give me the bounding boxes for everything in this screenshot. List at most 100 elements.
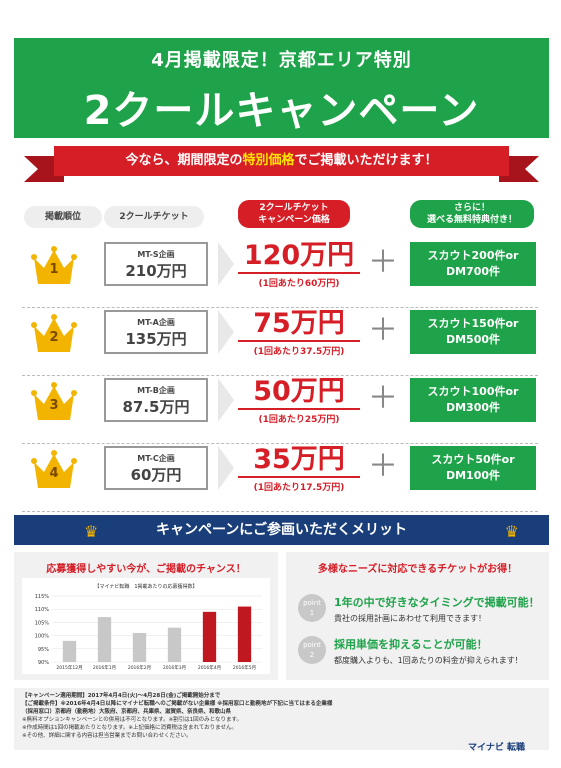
terms-note-1: ※無料オプションキャンペーンとの併用は不可となります。※割引は1回のみとなります…	[22, 717, 242, 723]
bonus-box: スカウト200件or DM700件	[410, 242, 536, 286]
plan-regular-price: 210万円	[125, 262, 187, 280]
right-panel-title: 多様なニーズに対応できるチケットがお得！	[317, 564, 518, 575]
plan-box: MT-B企画 87.5万円	[104, 378, 208, 422]
bar-chart: 【マイナビ転職 1掲載あたりの応募獲得数】 115% 110% 105% 100% 95%…	[35, 583, 262, 671]
campaign-price-value: 35万円	[238, 444, 360, 478]
plan-name: MT-S企画	[137, 250, 175, 259]
point-1-desc: 貴社の採用計画にあわせて利用できます！	[334, 614, 486, 623]
point-1-text: 1年の中で好きなタイミングで掲載可能！ 貴社の採用計画にあわせて利用できます！	[334, 594, 540, 624]
left-panel-title: 応募獲得しやすい今が、ご掲載のチャンス！	[46, 564, 246, 575]
crown-icon: 4	[30, 448, 78, 492]
col-header-price: 2クールチケット キャンペーン価格	[238, 200, 350, 228]
merit-title: キャンペーンにご参画いただくメリット	[155, 522, 408, 538]
row-divider	[22, 307, 538, 308]
merit-bar: ♛ キャンペーンにご参画いただくメリット ♛	[14, 515, 549, 545]
plan-name: MT-A企画	[137, 318, 175, 327]
x-tick-label: 2015年12月	[56, 664, 82, 671]
price-row: 1 MT-S企画 210万円 120万円 (1回あたり60万円) ＋ スカウト200件or D…	[22, 238, 538, 308]
x-tick-label: 2016年4月	[198, 664, 221, 671]
terms-conditions: 【ご掲載条件】※2016年4月4日以降にマイナビ転職へのご掲載がない企業様 ※採…	[22, 701, 333, 707]
price-per-time: (1回あたり37.5万円)	[253, 347, 345, 357]
limited-price-ribbon: 今なら、期間限定の特別価格でご掲載いただけます！	[24, 146, 539, 182]
left-panel: 応募獲得しやすい今が、ご掲載のチャンス！ 【マイナビ転職 1掲載あたりの応募獲得…	[14, 552, 278, 680]
bonus-box: スカウト150件or DM500件	[410, 310, 536, 354]
crown-icon: 2	[30, 312, 78, 356]
price-per-time: (1回あたり60万円)	[258, 279, 340, 289]
bonus-dm: DM700件	[445, 265, 501, 278]
price-row: 3 MT-B企画 87.5万円 50万円 (1回あたり25万円) ＋ スカウト100件or D…	[22, 374, 538, 444]
row-divider	[22, 443, 538, 444]
plan-regular-price: 87.5万円	[122, 398, 190, 416]
arrow-right-icon	[218, 378, 234, 422]
col-header-bonus-line1: さらに！	[453, 203, 490, 213]
plus-icon: ＋	[368, 449, 398, 484]
bonus-dm: DM300件	[445, 401, 501, 414]
plan-name: MT-C企画	[137, 454, 175, 463]
campaign-price: 50万円 (1回あたり25万円)	[238, 376, 360, 425]
ribbon-text-before: 今なら、期間限定の	[125, 153, 243, 168]
col-header-rank: 掲載順位	[24, 206, 102, 228]
col-header-price-line1: 2クールチケット	[259, 203, 329, 213]
bar	[97, 617, 112, 662]
plus-icon: ＋	[368, 313, 398, 348]
terms-note-3: ※その他、詳細に関する内容は担当営業までお問い合わせください。	[22, 733, 192, 739]
bar	[62, 640, 77, 662]
bar	[167, 627, 182, 662]
plus-icon: ＋	[368, 381, 398, 416]
y-tick-label: 90%	[38, 660, 49, 666]
rank-number: 3	[49, 398, 59, 413]
bonus-box: スカウト50件or DM100件	[410, 446, 536, 490]
price-row: 4 MT-C企画 60万円 35万円 (1回あたり17.5万円) ＋ スカウト50件or DM…	[22, 442, 538, 512]
y-tick-label: 100%	[35, 634, 50, 640]
plan-regular-price: 135万円	[125, 330, 187, 348]
bar	[132, 632, 147, 662]
bonus-dm: DM500件	[445, 333, 501, 346]
rank-number: 1	[49, 262, 59, 277]
campaign-price-value: 75万円	[238, 308, 360, 342]
col-header-bonus: さらに！ 選べる無料特典付き！	[410, 200, 534, 228]
point-2-label: point	[303, 641, 321, 649]
plan-regular-price: 60万円	[130, 466, 182, 484]
terms-area: （採用窓口）京都府（勤務地）大阪府、京都府、兵庫県、滋賀県、奈良県、和歌山県	[22, 709, 232, 715]
plan-name: MT-B企画	[137, 386, 175, 395]
merit-crown-left-icon: ♛	[84, 522, 99, 541]
y-tick-label: 105%	[35, 620, 50, 626]
terms-period: 【キャンペーン適用期間】2017年4月4日(火)〜4月28日(金)ご掲載開始分ま…	[22, 693, 221, 699]
point-1-num: 1	[309, 609, 315, 617]
terms-note-2: ※作成時間は1回の掲載あたりとなります。※上記価格に消費税は含まれておりません。	[22, 725, 238, 731]
point-2-desc: 都度購入よりも、1回あたりの料金が抑えられます！	[334, 656, 523, 665]
campaign-terms: 【キャンペーン適用期間】2017年4月4日(火)〜4月28日(金)ご掲載開始分ま…	[14, 688, 549, 750]
col-header-ticket: 2クールチケット	[104, 206, 204, 228]
bar	[202, 611, 217, 662]
ribbon-text: 今なら、期間限定の特別価格でご掲載いただけます！	[54, 146, 509, 176]
point-2-text: 採用単価を抑えることが可能！ 都度購入よりも、1回あたりの料金が抑えられます！	[334, 636, 523, 666]
plus-icon: ＋	[368, 245, 398, 280]
crown-icon: 1	[30, 244, 78, 288]
ribbon-text-after: でご掲載いただけます！	[294, 153, 438, 168]
bonus-scout: スカウト100件or	[427, 385, 519, 398]
col-header-bonus-line2: 選べる無料特典付き！	[426, 215, 517, 225]
point-2-num: 2	[309, 651, 315, 659]
bonus-dm: DM100件	[445, 469, 501, 482]
point-1-head: 1年の中で好きなタイミングで掲載可能！	[334, 596, 540, 609]
point-2-head: 採用単価を抑えることが可能！	[334, 638, 488, 651]
row-divider	[22, 511, 538, 512]
bonus-scout: スカウト50件or	[431, 453, 515, 466]
bar	[237, 606, 252, 662]
plan-box: MT-S企画 210万円	[104, 242, 208, 286]
merit-crown-right-icon: ♛	[504, 522, 519, 541]
chart-title: 【マイナビ転職 1掲載あたりの応募獲得数】	[94, 583, 197, 590]
campaign-price: 75万円 (1回あたり37.5万円)	[238, 308, 360, 357]
bonus-box: スカウト100件or DM300件	[410, 378, 536, 422]
arrow-right-icon	[218, 446, 234, 490]
campaign-price: 120万円 (1回あたり60万円)	[238, 240, 360, 289]
price-row: 2 MT-A企画 135万円 75万円 (1回あたり37.5万円) ＋ スカウト150件or…	[22, 306, 538, 376]
row-divider	[22, 375, 538, 376]
bonus-scout: スカウト200件or	[427, 249, 519, 262]
x-tick-label: 2016年2月	[128, 664, 151, 671]
x-tick-label: 2016年5月	[233, 664, 256, 671]
col-header-price-line2: キャンペーン価格	[258, 215, 330, 225]
plan-box: MT-A企画 135万円	[104, 310, 208, 354]
mynavi-logo: マイナビ 転職	[468, 743, 525, 753]
point-1-label: point	[303, 599, 321, 607]
